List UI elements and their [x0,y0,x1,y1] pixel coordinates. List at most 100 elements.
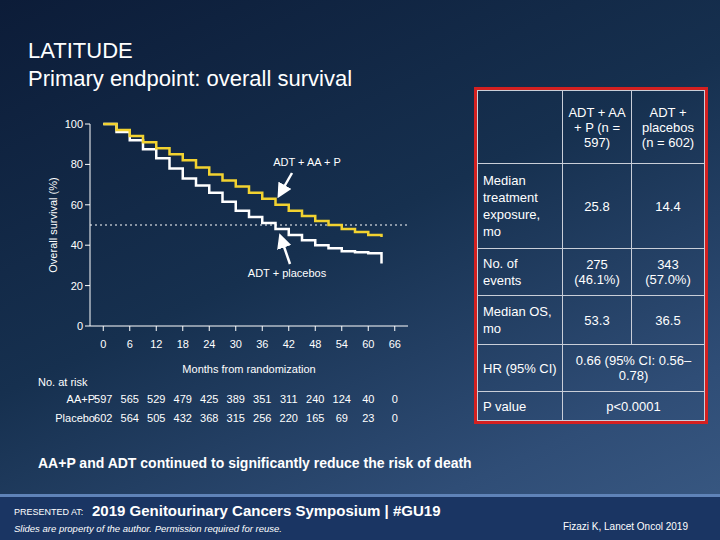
survival-curve [103,124,381,263]
cell-value: 53.3 [563,296,632,345]
x-tick-label: 0 [100,338,106,350]
x-tick-label: 60 [362,338,374,350]
series-label: ADT + placebos [248,267,327,279]
column-header: ADT + placebos (n = 602) [632,91,705,164]
at-risk-value: 311 [280,393,298,405]
y-axis-label: Overall survival (%) [47,177,59,272]
x-tick [129,326,130,331]
x-tick [182,326,183,331]
conference-note: Slides are property of the author. Permi… [14,523,282,534]
slide-canvas: LATITUDEPrimary endpoint: overall surviv… [0,0,720,540]
row-label: HR (95% CI) [478,345,563,392]
cell-value: 14.4 [632,164,705,249]
at-risk-row-name: Placebo [55,412,95,424]
at-risk-value: 165 [306,412,324,424]
x-tick [156,326,157,331]
at-risk-value: 597 [94,393,112,405]
at-risk-value: 564 [121,412,139,424]
row-label: Median OS, mo [478,296,563,345]
x-tick-label: 42 [283,338,295,350]
x-tick-label: 6 [127,338,133,350]
x-tick-label: 12 [150,338,162,350]
at-risk-value: 565 [121,393,139,405]
cell-value: p<0.0001 [563,392,705,421]
x-tick [209,326,210,331]
y-tick [85,326,90,327]
table-row: HR (95% CI)0.66 (95% CI: 0.56–0.78) [478,345,705,392]
x-tick-label: 36 [256,338,268,350]
table-row: P valuep<0.0001 [478,392,705,421]
conference-name: 2019 Genitourinary Cancers Symposium | #… [92,502,441,519]
at-risk-value: 602 [94,412,112,424]
y-tick-label: 40 [71,239,83,251]
x-tick [341,326,342,331]
series-arrow [280,173,292,194]
x-tick [235,326,236,331]
x-tick [262,326,263,331]
at-risk-value: 0 [392,412,398,424]
table-row: No. of events275 (46.1%)343 (57.0%) [478,249,705,296]
row-label: Median treatment exposure, mo [478,164,563,249]
y-tick-label: 0 [77,320,83,332]
y-tick-label: 100 [65,118,83,130]
x-tick [394,326,395,331]
y-tick [85,164,90,165]
axes: 0204060801000612182430364248546066Months… [47,118,408,375]
at-risk-value: 23 [362,412,374,424]
median-line [90,225,408,226]
results-table-frame: ADT + AA + P (n = 597)ADT + placebos (n … [474,87,708,424]
at-risk-value: 315 [227,412,245,424]
cell-value: 25.8 [563,164,632,249]
x-tick [368,326,369,331]
at-risk-value: 529 [147,393,165,405]
series-labels: ADT + AA + P ADT + placebos [248,156,341,279]
at-risk-value: 425 [200,393,218,405]
at-risk-value: 124 [333,393,351,405]
cell-value: 0.66 (95% CI: 0.56–0.78) [563,345,705,392]
cell-value: 275 (46.1%) [563,249,632,296]
x-tick [288,326,289,331]
header-row: ADT + AA + P (n = 597)ADT + placebos (n … [478,91,705,164]
survival-curve [103,124,381,237]
x-tick-label: 48 [309,338,321,350]
table-row: Median OS, mo53.336.5 [478,296,705,345]
at-risk-value: 389 [227,393,245,405]
at-risk-table: No. at riskAA+P5975655294794253893513112… [38,376,398,424]
plot-data [90,124,408,263]
at-risk-value: 351 [253,393,271,405]
at-risk-value: 432 [174,412,192,424]
x-axis-line [90,326,408,327]
citation: Fizazi K, Lancet Oncol 2019 [563,521,689,532]
at-risk-value: 240 [306,393,324,405]
x-tick-label: 54 [336,338,348,350]
title: LATITUDE [28,38,133,63]
at-risk-value: 40 [362,393,374,405]
results-table: ADT + AA + P (n = 597)ADT + placebos (n … [477,90,705,421]
cell-value: 36.5 [632,296,705,345]
footer-bar: PRESENTED AT: 2019 Genitourinary Cancers … [0,494,720,540]
series-label: ADT + AA + P [273,156,341,168]
header-corner [478,91,563,164]
x-tick-label: 18 [177,338,189,350]
y-tick [85,204,90,205]
row-label: No. of events [478,249,563,296]
at-risk-title: No. at risk [38,376,88,388]
x-tick [103,326,104,331]
table-row: Median treatment exposure, mo25.814.4 [478,164,705,249]
x-axis-label: Months from randomization [182,363,315,375]
at-risk-value: 256 [253,412,271,424]
column-header: ADT + AA + P (n = 597) [563,91,632,164]
x-tick-label: 66 [389,338,401,350]
y-tick [85,245,90,246]
at-risk-value: 479 [174,393,192,405]
footer-bg [0,494,720,540]
series-arrow [281,238,290,264]
at-risk-value: 220 [280,412,298,424]
conference-label: PRESENTED AT: [14,507,83,517]
at-risk-value: 0 [392,393,398,405]
y-tick [85,124,90,125]
y-tick-label: 60 [71,199,83,211]
at-risk-value: 69 [336,412,348,424]
row-label: P value [478,392,563,421]
at-risk-value: 505 [147,412,165,424]
